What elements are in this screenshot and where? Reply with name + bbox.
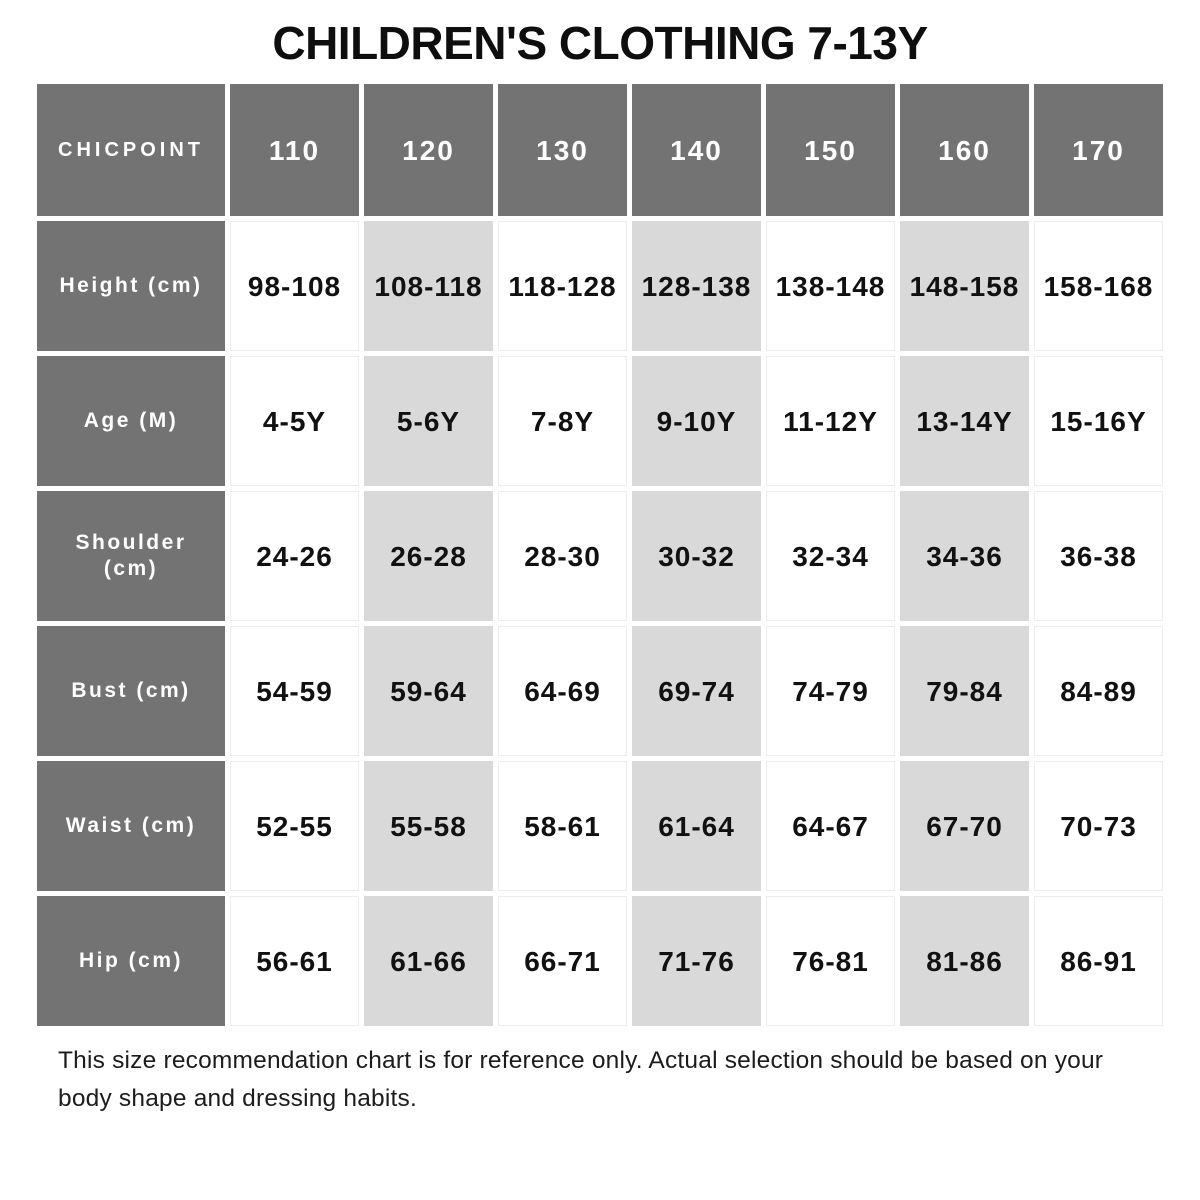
size-column-header: 130 [498, 84, 627, 216]
table-cell: 108-118 [364, 221, 493, 351]
page-title: CHILDREN'S CLOTHING 7-13Y [272, 17, 928, 69]
row-header: Height (cm) [37, 221, 225, 351]
table-cell: 81-86 [900, 896, 1029, 1026]
table-cell: 118-128 [498, 221, 627, 351]
table-cell: 54-59 [230, 626, 359, 756]
table-cell: 128-138 [632, 221, 761, 351]
row-header: Age (M) [37, 356, 225, 486]
row-header: Hip (cm) [37, 896, 225, 1026]
table-cell: 138-148 [766, 221, 895, 351]
table-cell: 5-6Y [364, 356, 493, 486]
table-cell: 28-30 [498, 491, 627, 621]
table-cell: 61-66 [364, 896, 493, 1026]
table-cell: 79-84 [900, 626, 1029, 756]
table-cell: 64-67 [766, 761, 895, 891]
size-column-header: 110 [230, 84, 359, 216]
table-cell: 26-28 [364, 491, 493, 621]
table-cell: 11-12Y [766, 356, 895, 486]
size-column-header: 160 [900, 84, 1029, 216]
table-cell: 66-71 [498, 896, 627, 1026]
table-cell: 67-70 [900, 761, 1029, 891]
table-cell: 55-58 [364, 761, 493, 891]
row-header: Bust (cm) [37, 626, 225, 756]
row-header: Shoulder (cm) [37, 491, 225, 621]
table-cell: 24-26 [230, 491, 359, 621]
table-cell: 7-8Y [498, 356, 627, 486]
table-cell: 98-108 [230, 221, 359, 351]
size-column-header: 170 [1034, 84, 1163, 216]
table-cell: 56-61 [230, 896, 359, 1026]
table-cell: 9-10Y [632, 356, 761, 486]
table-cell: 32-34 [766, 491, 895, 621]
table-cell: 86-91 [1034, 896, 1163, 1026]
table-corner-brand: CHICPOINT [37, 84, 225, 216]
table-cell: 13-14Y [900, 356, 1029, 486]
table-cell: 84-89 [1034, 626, 1163, 756]
table-cell: 74-79 [766, 626, 895, 756]
table-cell: 34-36 [900, 491, 1029, 621]
table-cell: 69-74 [632, 626, 761, 756]
table-cell: 4-5Y [230, 356, 359, 486]
table-cell: 71-76 [632, 896, 761, 1026]
table-cell: 30-32 [632, 491, 761, 621]
table-cell: 52-55 [230, 761, 359, 891]
size-table: CHICPOINT 110 120 130 140 150 160 170 Height (cm… [37, 84, 1163, 1026]
table-cell: 59-64 [364, 626, 493, 756]
table-cell: 148-158 [900, 221, 1029, 351]
table-cell: 158-168 [1034, 221, 1163, 351]
size-column-header: 120 [364, 84, 493, 216]
table-cell: 36-38 [1034, 491, 1163, 621]
row-header: Waist (cm) [37, 761, 225, 891]
footer-note: This size recommendation chart is for re… [58, 1047, 1104, 1112]
table-cell: 15-16Y [1034, 356, 1163, 486]
table-cell: 61-64 [632, 761, 761, 891]
size-column-header: 150 [766, 84, 895, 216]
table-cell: 58-61 [498, 761, 627, 891]
table-cell: 64-69 [498, 626, 627, 756]
size-column-header: 140 [632, 84, 761, 216]
table-cell: 76-81 [766, 896, 895, 1026]
table-cell: 70-73 [1034, 761, 1163, 891]
